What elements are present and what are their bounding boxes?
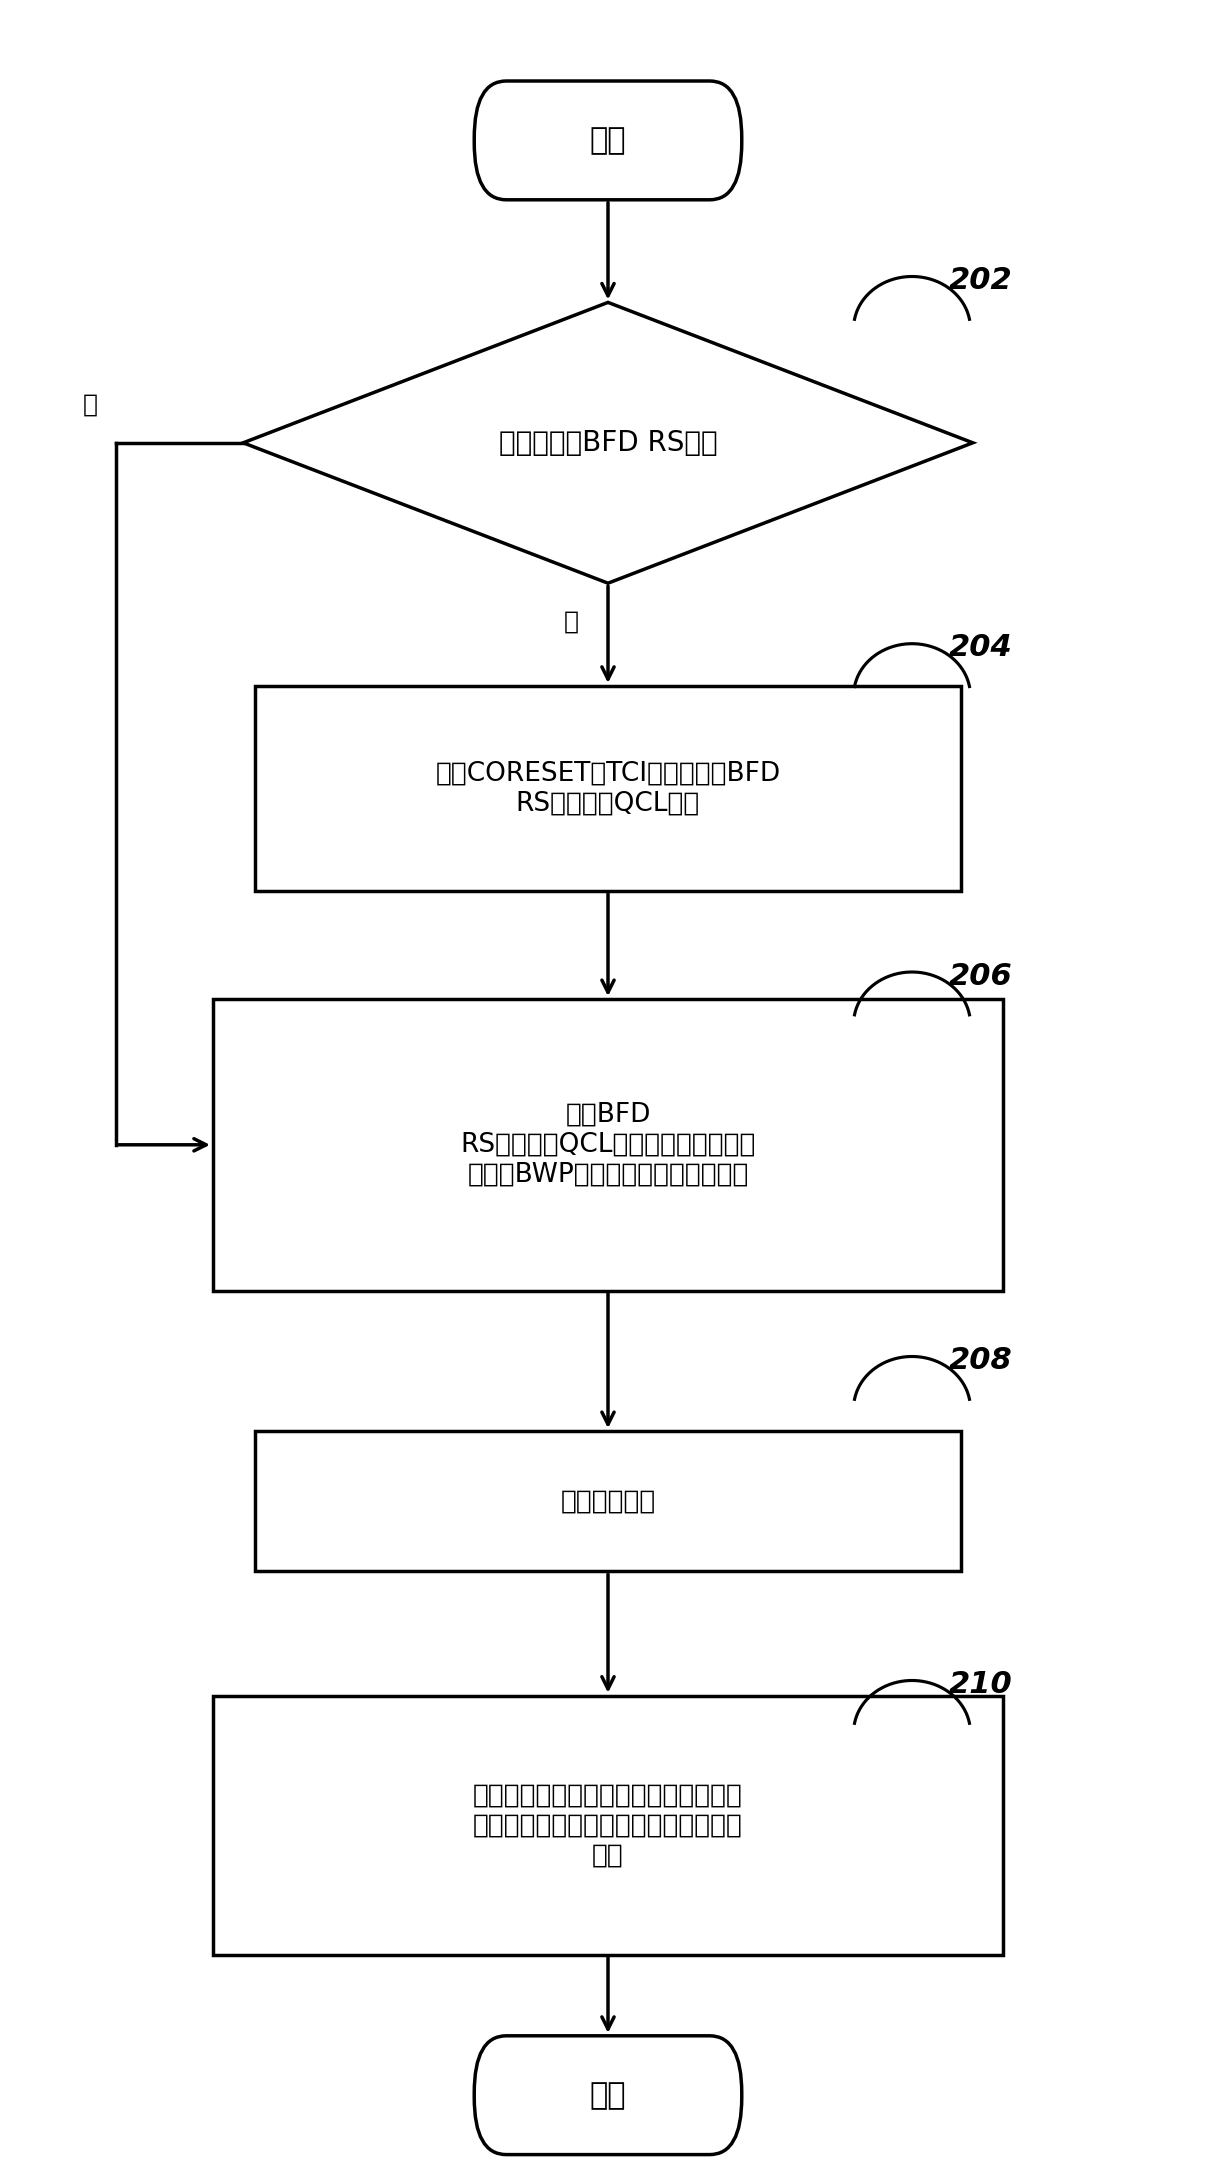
Text: 是: 是 bbox=[83, 393, 97, 417]
Polygon shape bbox=[243, 302, 973, 583]
FancyBboxPatch shape bbox=[474, 80, 742, 199]
Text: 开始: 开始 bbox=[590, 125, 626, 156]
Text: 202: 202 bbox=[948, 266, 1012, 296]
Text: 206: 206 bbox=[948, 961, 1012, 991]
Bar bbox=[213, 1696, 1003, 1955]
FancyBboxPatch shape bbox=[474, 2035, 742, 2156]
Text: 210: 210 bbox=[948, 1670, 1012, 1700]
Text: 根据CORESET的TCI状态，确定BFD
RS资源及其QCL参数: 根据CORESET的TCI状态，确定BFD RS资源及其QCL参数 bbox=[435, 760, 781, 816]
Text: 208: 208 bbox=[948, 1346, 1012, 1376]
Text: 根据查找到的候选波束向网络侧设备发
送波束失败恢复请求，以进行波束失败
恢复: 根据查找到的候选波束向网络侧设备发 送波束失败恢复请求，以进行波束失败 恢复 bbox=[473, 1782, 743, 1868]
Bar bbox=[255, 1432, 961, 1572]
Text: 结束: 结束 bbox=[590, 2080, 626, 2110]
Bar bbox=[255, 687, 961, 890]
Bar bbox=[213, 998, 1003, 1290]
Text: 否: 否 bbox=[564, 609, 579, 633]
Text: 是否被配置BFD RS资源: 是否被配置BFD RS资源 bbox=[499, 430, 717, 456]
Text: 查找候选波束: 查找候选波束 bbox=[561, 1488, 655, 1514]
Text: 204: 204 bbox=[948, 633, 1012, 663]
Text: 根据BFD
RS资源及其QCL参数，检测在当前小
区当前BWP上是否发生波束失败事件: 根据BFD RS资源及其QCL参数，检测在当前小 区当前BWP上是否发生波束失败… bbox=[461, 1102, 755, 1188]
